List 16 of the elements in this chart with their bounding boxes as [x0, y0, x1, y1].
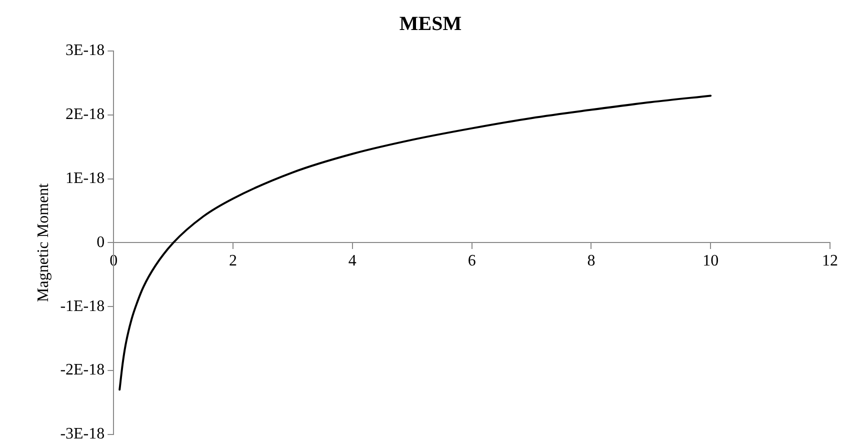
y-tick-label: -2E-18	[60, 362, 105, 379]
x-tick-label: 8	[587, 252, 596, 270]
y-tick-label: 0	[96, 234, 105, 251]
x-tick-label: 12	[822, 252, 838, 270]
y-tick-label: -3E-18	[60, 426, 105, 443]
y-tick-label: 1E-18	[66, 170, 105, 188]
x-tick-label: 2	[229, 252, 238, 270]
chart-title: MESM	[399, 13, 462, 36]
x-tick-label: 4	[348, 252, 356, 270]
x-tick-label: 6	[468, 252, 476, 270]
y-tick-label: 2E-18	[66, 106, 105, 124]
y-tick-label: -1E-18	[60, 298, 105, 315]
x-tick-label: 10	[702, 252, 719, 270]
y-tick-label: 3E-18	[66, 42, 105, 60]
y-axis-title: Magnetic Moment	[34, 182, 52, 302]
x-tick-label: 0	[110, 252, 118, 270]
